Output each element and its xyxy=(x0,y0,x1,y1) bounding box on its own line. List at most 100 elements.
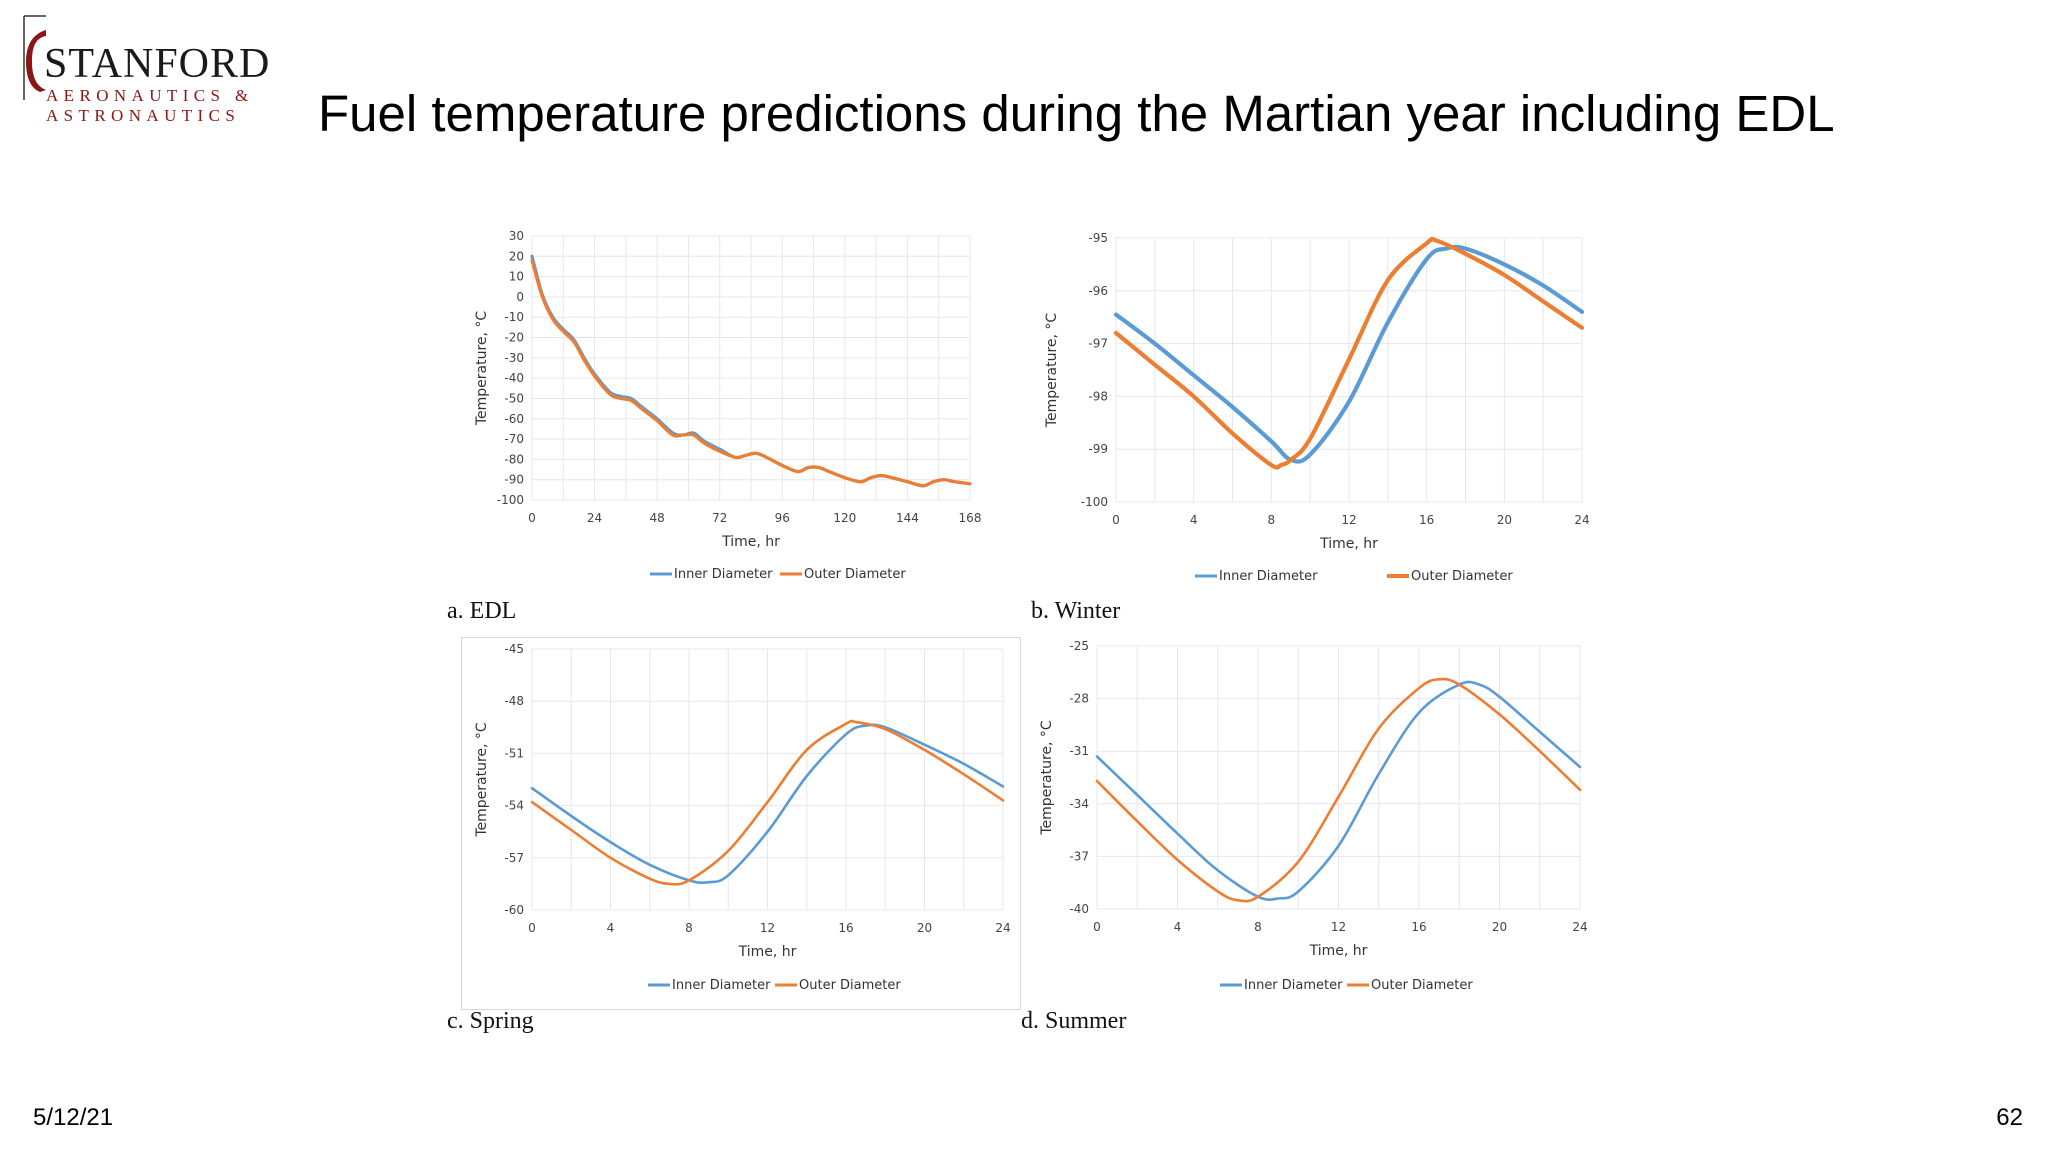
y-tick-label: -95 xyxy=(1088,231,1108,245)
x-tick-label: 16 xyxy=(1419,513,1434,527)
y-tick-label: -28 xyxy=(1069,692,1089,706)
series-line-outer-diameter xyxy=(1095,677,1582,903)
x-tick-label: 12 xyxy=(1331,920,1346,934)
legend: Inner Diameter Outer Diameter xyxy=(1195,569,1513,584)
y-tick-label: 0 xyxy=(516,290,524,304)
series-line-outer-diameter xyxy=(1113,236,1585,470)
x-tick-label: 72 xyxy=(712,511,727,525)
x-tick-label: 0 xyxy=(1093,920,1101,934)
x-tick-label: 16 xyxy=(838,921,853,935)
x-tick-label: 24 xyxy=(1572,920,1587,934)
y-tick-label: 30 xyxy=(509,229,524,243)
y-axis-label: Temperature, °C xyxy=(474,722,490,838)
x-axis-label: Time, hr xyxy=(1319,536,1378,552)
legend-label: Inner Diameter xyxy=(1244,978,1343,993)
x-tick-label: 4 xyxy=(607,921,615,935)
x-tick-label: 48 xyxy=(650,511,665,525)
y-axis-label: Temperature, °C xyxy=(1039,720,1055,836)
chart-winter: -95 -96 -97 -98 -99 -100 0 4 8 12 16 20 24 Time, hr Te… xyxy=(1044,231,1590,584)
series-line-inner-diameter xyxy=(530,723,1005,885)
page-number: 62 xyxy=(1996,1104,2023,1131)
x-tick-label: 144 xyxy=(896,511,919,525)
gridlines xyxy=(531,235,971,501)
y-tick-label: -34 xyxy=(1069,797,1089,811)
legend: Inner Diameter Outer Diameter xyxy=(650,567,906,582)
spring-panel-frame xyxy=(461,637,1021,1010)
gridlines xyxy=(1115,237,1583,503)
x-tick-label: 20 xyxy=(1492,920,1507,934)
x-tick-label: 24 xyxy=(995,921,1010,935)
y-tick-label: -50 xyxy=(504,391,524,405)
x-axis-label: Time, hr xyxy=(1309,943,1368,959)
y-tick-label: -57 xyxy=(504,851,524,865)
x-tick-label: 0 xyxy=(528,511,536,525)
y-tick-label: -25 xyxy=(1069,639,1089,653)
legend-label: Inner Diameter xyxy=(672,978,771,993)
y-tick-label: -90 xyxy=(504,473,524,487)
logo-subtitle-line2: ASTRONAUTICS xyxy=(46,106,241,125)
x-tick-label: 12 xyxy=(1341,513,1356,527)
y-tick-label: -10 xyxy=(504,310,524,324)
series-line-outer-diameter xyxy=(530,719,1005,886)
y-tick-label: -31 xyxy=(1069,744,1089,758)
y-tick-label: -48 xyxy=(504,694,524,708)
x-tick-label: 4 xyxy=(1190,513,1198,527)
chart-edl: 30 20 10 0 -10 -20 -30 -40 -50 -60 -70 -80 -90 -100 0 2… xyxy=(474,229,982,582)
y-tick-label: 20 xyxy=(509,249,524,263)
series-line-outer-diameter xyxy=(530,258,972,488)
legend: Inner Diameter Outer Diameter xyxy=(648,978,901,993)
logo-name: STANFORD xyxy=(44,41,271,87)
slide-title: Fuel temperature predictions during the … xyxy=(318,85,1835,142)
legend-label: Inner Diameter xyxy=(1219,569,1318,584)
y-tick-label: -54 xyxy=(504,799,524,813)
y-tick-label: -97 xyxy=(1088,337,1108,351)
caption-winter: b. Winter xyxy=(1031,598,1121,624)
caption-summer: d. Summer xyxy=(1021,1008,1127,1034)
logo-bracket-icon xyxy=(23,15,46,100)
y-tick-label: -60 xyxy=(504,903,524,917)
y-tick-label: -40 xyxy=(1069,902,1089,916)
y-tick-label: -51 xyxy=(504,746,524,760)
y-tick-label: 10 xyxy=(509,270,524,284)
y-tick-label: -30 xyxy=(504,351,524,365)
x-tick-label: 8 xyxy=(1268,513,1276,527)
y-tick-label: -100 xyxy=(497,493,524,507)
logo-subtitle-line1: AERONAUTICS & xyxy=(46,86,254,105)
series-line-inner-diameter xyxy=(1095,680,1582,901)
legend-label: Outer Diameter xyxy=(799,978,901,993)
x-tick-label: 0 xyxy=(1112,513,1120,527)
x-tick-label: 16 xyxy=(1411,920,1426,934)
y-axis-label: Temperature, °C xyxy=(474,311,490,427)
y-tick-label: -70 xyxy=(504,432,524,446)
legend-label: Outer Diameter xyxy=(1411,569,1513,584)
series-line-inner-diameter xyxy=(1113,244,1585,464)
x-tick-label: 20 xyxy=(917,921,932,935)
y-tick-label: -100 xyxy=(1081,495,1108,509)
x-tick-label: 96 xyxy=(775,511,790,525)
x-tick-label: 8 xyxy=(1254,920,1262,934)
y-tick-label: -40 xyxy=(504,371,524,385)
y-tick-label: -20 xyxy=(504,331,524,345)
x-tick-label: 12 xyxy=(760,921,775,935)
legend: Inner Diameter Outer Diameter xyxy=(1220,978,1473,993)
x-axis-label: Time, hr xyxy=(738,944,797,960)
y-axis-label: Temperature, °C xyxy=(1044,313,1060,429)
caption-edl: a. EDL xyxy=(447,598,517,624)
legend-label: Outer Diameter xyxy=(804,567,906,582)
x-tick-label: 24 xyxy=(1574,513,1589,527)
y-tick-label: -99 xyxy=(1088,442,1108,456)
x-tick-label: 168 xyxy=(959,511,982,525)
y-tick-label: -80 xyxy=(504,452,524,466)
legend-label: Inner Diameter xyxy=(674,567,773,582)
y-tick-label: -98 xyxy=(1088,389,1108,403)
x-tick-label: 8 xyxy=(685,921,693,935)
stanford-logo: STANFORD AERONAUTICS & ASTRONAUTICS xyxy=(10,10,269,125)
y-tick-label: -37 xyxy=(1069,849,1089,863)
y-tick-label: -96 xyxy=(1088,284,1108,298)
caption-spring: c. Spring xyxy=(447,1008,534,1034)
x-tick-label: 4 xyxy=(1174,920,1182,934)
x-tick-label: 20 xyxy=(1497,513,1512,527)
chart-spring: -45 -48 -51 -54 -57 -60 0 4 8 12 16 20 24 Time, hr Tem… xyxy=(474,642,1011,993)
y-tick-label: -60 xyxy=(504,412,524,426)
x-axis-label: Time, hr xyxy=(721,534,780,550)
